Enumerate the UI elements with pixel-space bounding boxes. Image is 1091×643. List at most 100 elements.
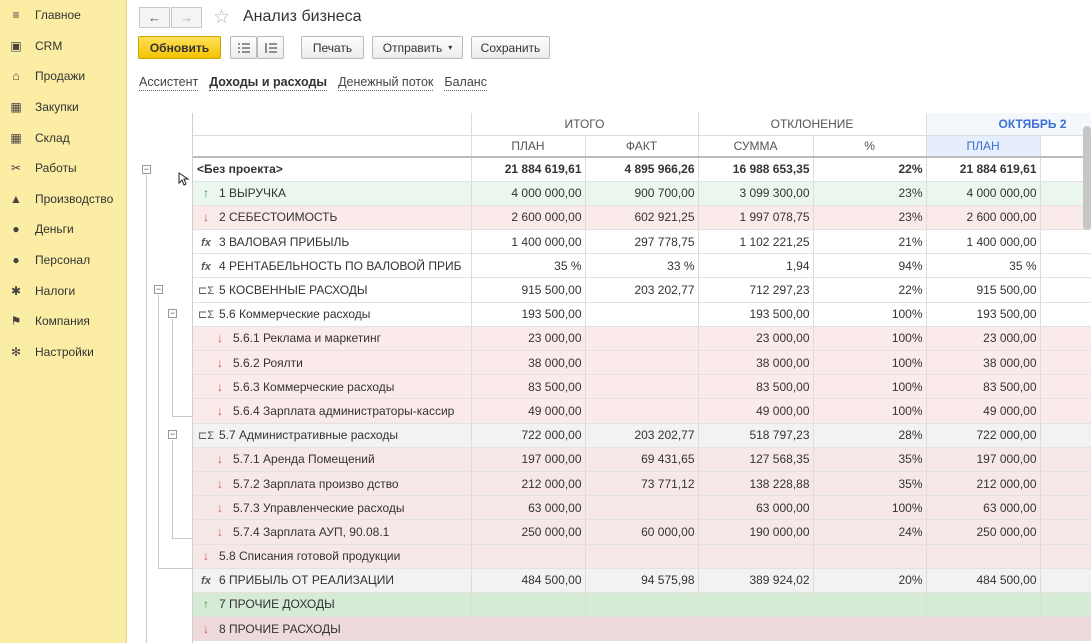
cell-sum: 1 997 078,75 <box>698 205 814 231</box>
cell-plan: 250 000,00 <box>471 519 586 545</box>
cell-pct: 100% <box>813 398 927 424</box>
cell-fact: 94 575,98 <box>585 568 699 593</box>
sidebar-item-5[interactable]: ✂ Работы <box>0 153 126 184</box>
sidebar-item-8[interactable]: ● Персонал <box>0 245 126 276</box>
cell-pct: 22% <box>813 157 927 182</box>
tab-3[interactable]: Баланс <box>444 75 487 91</box>
tree-line <box>172 416 192 417</box>
cell-pct: 100% <box>813 374 927 400</box>
cell-plan2: 35 % <box>926 253 1041 279</box>
sidebar-item-6[interactable]: ▲ Производство <box>0 184 126 215</box>
header-total: ИТОГО <box>471 113 699 136</box>
cell-plan2: 722 000,00 <box>926 423 1041 448</box>
sidebar-item-1[interactable]: ▣ CRM <box>0 31 126 62</box>
cell-plan: 1 400 000,00 <box>471 229 586 255</box>
list-view-button[interactable] <box>230 36 257 59</box>
sidebar-item-label: Персонал <box>35 253 91 268</box>
table-row[interactable]: ↑ 7 ПРОЧИЕ ДОХОДЫ <box>193 592 1091 618</box>
table-row[interactable]: ⊏Σ 5 КОСВЕННЫЕ РАСХОДЫ 915 500,00 203 202,7… <box>193 277 1091 303</box>
cell-extra <box>1040 447 1091 472</box>
cell-plan: 212 000,00 <box>471 471 586 497</box>
table-row[interactable]: fx 4 РЕНТАБЕЛЬНОСТЬ ПО ВАЛОВОЙ ПРИБ 35 % 33… <box>193 253 1091 279</box>
cell-fact: 4 895 966,26 <box>585 157 699 182</box>
table-row[interactable]: ↓ 5.7.4 Зарплата АУП, 90.08.1 250 000,00 60… <box>193 519 1091 545</box>
cell-extra <box>1040 326 1091 352</box>
tree-line <box>146 175 147 643</box>
send-button[interactable]: Отправить ▾ <box>372 36 463 59</box>
vertical-scrollbar[interactable] <box>1083 126 1091 230</box>
sidebar-item-3[interactable]: ▦ Закупки <box>0 92 126 123</box>
sidebar-item-7[interactable]: ● Деньги <box>0 214 126 245</box>
table-row[interactable]: fx 6 ПРИБЫЛЬ ОТ РЕАЛИЗАЦИИ 484 500,00 94 57… <box>193 568 1091 593</box>
chevron-down-icon: ▾ <box>448 43 453 52</box>
sidebar-item-2[interactable]: ⌂ Продажи <box>0 61 126 92</box>
cell-fact: 60 000,00 <box>585 519 699 545</box>
cell-sum: 83 500,00 <box>698 374 814 400</box>
collapse-toggle-5-7[interactable]: − <box>168 429 177 439</box>
table-row[interactable]: ↑ 1 ВЫРУЧКА 4 000 000,00 900 700,00 3 099 30… <box>193 181 1091 206</box>
cell-pct <box>813 592 927 618</box>
table-row[interactable]: ↓ 5.6.2 Роялти 38 000,00 38 000,00 100% 38 00… <box>193 350 1091 376</box>
row-label: 4 РЕНТАБЕЛЬНОСТЬ ПО ВАЛОВОЙ ПРИБ <box>219 258 462 273</box>
row-name-cell: ↓ 8 ПРОЧИЕ РАСХОДЫ <box>193 616 472 642</box>
cell-plan: 63 000,00 <box>471 495 586 521</box>
print-button[interactable]: Печать <box>301 36 364 59</box>
sidebar-item-0[interactable]: ≡ Главное <box>0 0 126 31</box>
cell-pct: 20% <box>813 568 927 593</box>
table-row[interactable]: fx 3 ВАЛОВАЯ ПРИБЫЛЬ 1 400 000,00 297 778,7… <box>193 229 1091 255</box>
table-row[interactable]: ↓ 5.6.4 Зарплата администраторы-кассир 49 … <box>193 398 1091 424</box>
sidebar-item-11[interactable]: ✻ Настройки <box>0 337 126 368</box>
table-row[interactable]: <Без проекта> 21 884 619,61 4 895 966,26 16… <box>193 157 1091 182</box>
cell-fact <box>585 350 699 376</box>
cell-plan: 21 884 619,61 <box>471 157 586 182</box>
arrow-up-income-icon: ↑ <box>203 597 209 612</box>
cell-fact <box>585 544 699 569</box>
cell-plan2: 484 500,00 <box>926 568 1041 593</box>
table-row[interactable]: ⊏Σ 5.7 Административные расходы 722 000,00… <box>193 423 1091 448</box>
sidebar-item-label: Налоги <box>35 283 76 298</box>
table-row[interactable]: ⊏Σ 5.6 Коммерческие расходы 193 500,00 193 … <box>193 302 1091 327</box>
favorite-star-icon[interactable]: ☆ <box>213 7 231 28</box>
header-extra <box>1040 135 1091 158</box>
table-row[interactable]: ↓ 5.6.3 Коммерческие расходы 83 500,00 83 5… <box>193 374 1091 400</box>
refresh-button[interactable]: Обновить <box>138 36 221 59</box>
cell-plan: 23 000,00 <box>471 326 586 352</box>
tab-1[interactable]: Доходы и расходы <box>209 75 328 91</box>
cell-fact <box>585 616 699 642</box>
tab-0[interactable]: Ассистент <box>139 75 199 91</box>
cell-extra <box>1040 253 1091 279</box>
row-label: 6 ПРИБЫЛЬ ОТ РЕАЛИЗАЦИИ <box>219 573 394 588</box>
sales-icon: ⌂ <box>12 69 20 84</box>
cell-extra <box>1040 495 1091 521</box>
arrow-down-expense-icon: ↓ <box>217 524 223 539</box>
table-row[interactable]: ↓ 2 СЕБЕСТОИМОСТЬ 2 600 000,00 602 921,25 1 … <box>193 205 1091 231</box>
sidebar-item-4[interactable]: ▦ Склад <box>0 122 126 153</box>
sidebar-item-9[interactable]: ✱ Налоги <box>0 275 126 306</box>
cell-plan2: 49 000,00 <box>926 398 1041 424</box>
sidebar-item-10[interactable]: ⚑ Компания <box>0 306 126 337</box>
table-row[interactable]: ↓ 5.7.2 Зарплата произво дство 212 000,00 7… <box>193 471 1091 497</box>
tab-2[interactable]: Денежный поток <box>338 75 434 91</box>
table-row[interactable]: ↓ 5.7.3 Управленческие расходы 63 000,00 63… <box>193 495 1091 521</box>
cell-sum: 389 924,02 <box>698 568 814 593</box>
cell-sum: 1 102 221,25 <box>698 229 814 255</box>
collapse-toggle-5-6[interactable]: − <box>168 308 177 318</box>
table-row[interactable]: ↓ 5.7.1 Аренда Помещений 197 000,00 69 431,… <box>193 447 1091 472</box>
collapse-toggle-5[interactable]: − <box>154 284 163 294</box>
cell-fact: 73 771,12 <box>585 471 699 497</box>
cell-fact: 203 202,77 <box>585 277 699 303</box>
collapse-toggle-root[interactable]: − <box>142 164 151 174</box>
report-tabs: Ассистент Доходы и расходы Денежный поток Б… <box>139 75 487 91</box>
table-row[interactable]: ↓ 8 ПРОЧИЕ РАСХОДЫ <box>193 616 1091 642</box>
row-label: 5.6.4 Зарплата администраторы-кассир <box>233 403 455 418</box>
cell-pct: 28% <box>813 423 927 448</box>
save-button[interactable]: Сохранить <box>471 36 550 59</box>
list-options-button[interactable] <box>257 36 284 59</box>
table-row[interactable]: ↓ 5.8 Списания готовой продукции <box>193 544 1091 569</box>
main-area: ← → ☆ Анализ бизнеса Обновить Печать Отп… <box>128 0 1091 643</box>
table-row[interactable]: ↓ 5.6.1 Реклама и маркетинг 23 000,00 23 00… <box>193 326 1091 352</box>
back-button[interactable]: ← <box>139 7 170 28</box>
row-label: 5 КОСВЕННЫЕ РАСХОДЫ <box>219 283 368 298</box>
cell-sum: 63 000,00 <box>698 495 814 521</box>
forward-button[interactable]: → <box>171 7 202 28</box>
